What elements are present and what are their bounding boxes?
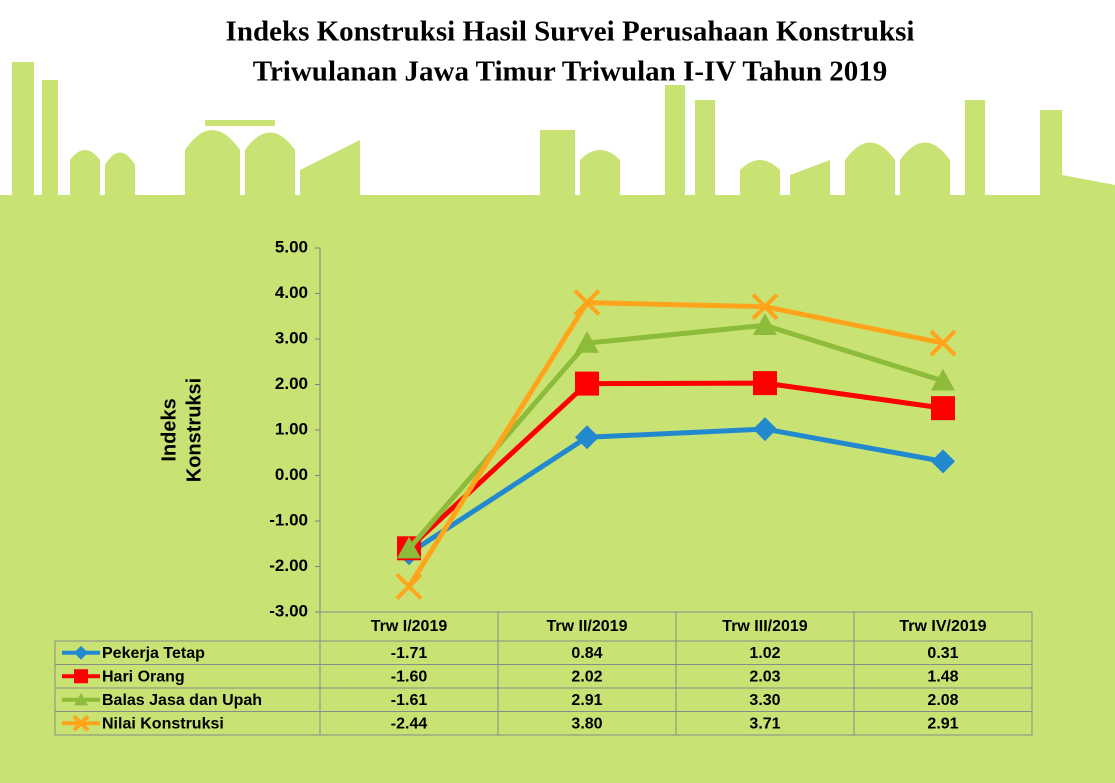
x-tick-label: Trw III/2019 [722,618,807,635]
y-tick-label: -2.00 [269,556,308,575]
legend-label: Hari Orang [102,668,185,685]
marker [931,396,955,421]
marker [753,313,777,335]
y-tick-label: 2.00 [275,374,308,393]
marker [929,329,957,357]
data-label: -1.61 [391,692,428,709]
legend-label: Pekerja Tetap [102,645,205,662]
data-label: -1.71 [391,645,428,662]
y-tick-label: 3.00 [275,328,308,347]
marker [573,289,601,317]
data-label: 2.03 [749,668,780,685]
legend-marker [72,714,90,732]
data-label: 3.71 [749,715,780,732]
x-tick-label: Trw IV/2019 [899,618,986,635]
data-label: -2.44 [391,715,428,732]
series-line [407,380,944,551]
data-label: 1.02 [749,645,780,662]
data-label: 2.91 [927,715,958,732]
marker [931,449,955,474]
data-label: -1.60 [391,668,428,685]
y-tick-label: 5.00 [275,237,308,256]
series-line [407,426,944,556]
data-label: 2.91 [571,692,602,709]
chart-title: Triwulanan Jawa Timur Triwulan I-IV Tahu… [253,56,887,88]
legend-marker [74,645,88,660]
marker [395,573,423,600]
y-tick-label: 0.00 [275,465,308,484]
legend-label: Nilai Konstruksi [102,715,224,732]
marker [753,417,777,442]
marker [751,293,779,321]
x-tick-label: Trw II/2019 [547,618,628,635]
marker [575,331,599,353]
legend-marker [74,669,88,684]
y-tick-label: 1.00 [275,419,308,438]
marker [575,425,599,450]
x-tick-label: Trw I/2019 [371,618,448,635]
data-label: 0.31 [927,645,958,662]
y-tick-label: 4.00 [275,283,308,302]
series-line [406,300,944,588]
legend-marker [74,692,88,706]
data-label: 1.48 [927,668,958,685]
legend-label: Balas Jasa dan Upah [102,692,262,709]
marker [575,371,599,396]
y-axis-title: Indeks [158,398,180,461]
chart-title: Indeks Konstruksi Hasil Survei Perusahaa… [226,16,915,48]
marker [753,371,777,396]
data-label: 2.02 [571,668,602,685]
data-label: 2.08 [927,692,958,709]
y-tick-label: -3.00 [269,601,308,620]
data-label: 3.80 [571,715,602,732]
data-label: 3.30 [749,692,780,709]
background-skyline [0,62,1115,783]
marker [397,536,421,559]
marker [931,368,955,391]
data-label: 0.84 [571,645,602,662]
y-axis-title: Konstruksi [183,378,205,482]
y-tick-label: -1.00 [269,510,308,529]
